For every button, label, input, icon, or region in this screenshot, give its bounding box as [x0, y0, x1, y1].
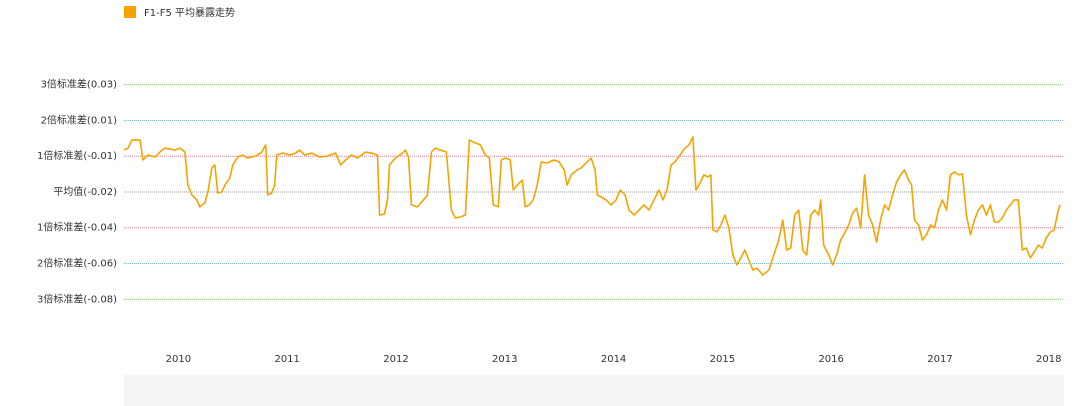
x-tick-label: 2012 [383, 354, 408, 365]
x-tick-label: 2017 [927, 354, 952, 365]
y-tick-label: 1倍标准差(-0.04) [37, 221, 117, 234]
y-tick-label: 3倍标准差(0.03) [41, 78, 118, 91]
x-tick-label: 2011 [274, 354, 299, 365]
y-tick-label: 3倍标准差(-0.08) [37, 292, 117, 305]
x-tick-label: 2018 [1036, 354, 1061, 365]
x-tick-label: 2015 [710, 354, 735, 365]
x-tick-label: 2010 [166, 354, 191, 365]
x-tick-label: 2014 [601, 354, 626, 365]
y-tick-label: 1倍标准差(-0.01) [37, 149, 117, 162]
y-tick-label: 2倍标准差(-0.06) [37, 257, 117, 270]
series-line [123, 136, 1061, 276]
y-tick-label: 平均值(-0.02) [53, 185, 117, 198]
legend-label: F1-F5 平均暴露走势 [144, 6, 235, 19]
legend-swatch [124, 6, 136, 18]
y-tick-label: 2倍标准差(0.01) [41, 113, 118, 126]
x-tick-label: 2013 [492, 354, 517, 365]
navigator-band [124, 375, 1064, 406]
x-tick-label: 2016 [818, 354, 843, 365]
